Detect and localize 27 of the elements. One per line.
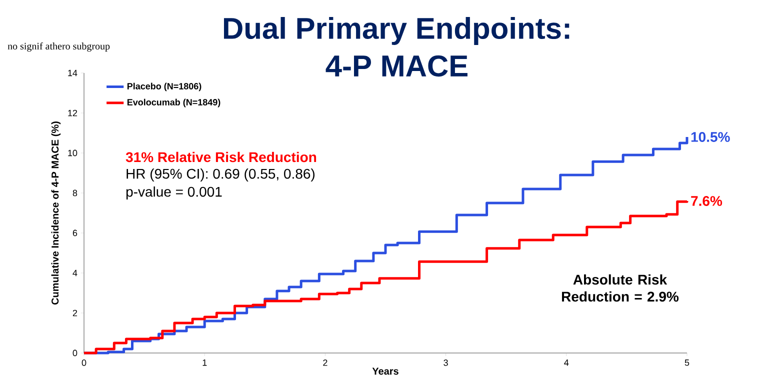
y-tick-label: 4 (72, 270, 78, 276)
y-tick-label: 10 (68, 150, 78, 156)
y-tick-label: 2 (72, 310, 78, 316)
y-tick-label: 12 (68, 110, 78, 116)
annotation: 31% Relative Risk Reduction (126, 152, 316, 162)
x-tick-label: 0 (82, 360, 86, 366)
y-axis-title: Cumulative Incidence of 4-P MACE (%) (51, 122, 61, 305)
legend-label: Evolocumab (N=1849) (127, 98, 220, 108)
x-tick-label: 3 (444, 360, 448, 366)
chart-title: Dual Primary Endpoints: (224, 17, 570, 45)
x-tick-label: 2 (323, 360, 328, 366)
x-tick-label: 1 (202, 360, 207, 366)
annotation: 7.6% (691, 196, 722, 206)
annotation: HR (95% CI): 0.69 (0.55, 0.86) (126, 168, 315, 182)
x-axis-title: Years (372, 368, 398, 375)
annotation: 10.5% (691, 132, 730, 142)
text: no signif athero subgroup (8, 42, 110, 52)
y-tick-label: 8 (72, 190, 78, 196)
y-tick-label: 6 (72, 230, 78, 236)
x-tick-label: 4 (564, 360, 569, 366)
chart-subtitle: 4-P MACE (326, 55, 468, 77)
y-tick-label: 0 (72, 350, 78, 356)
legend-label: Placebo (N=1806) (127, 82, 202, 92)
annotation: Absolute Risk Reduction = 2.9% (562, 274, 679, 302)
x-tick-label: 5 (684, 360, 690, 366)
annotation: p-value = 0.001 (126, 186, 222, 200)
y-tick-label: 14 (68, 70, 78, 76)
